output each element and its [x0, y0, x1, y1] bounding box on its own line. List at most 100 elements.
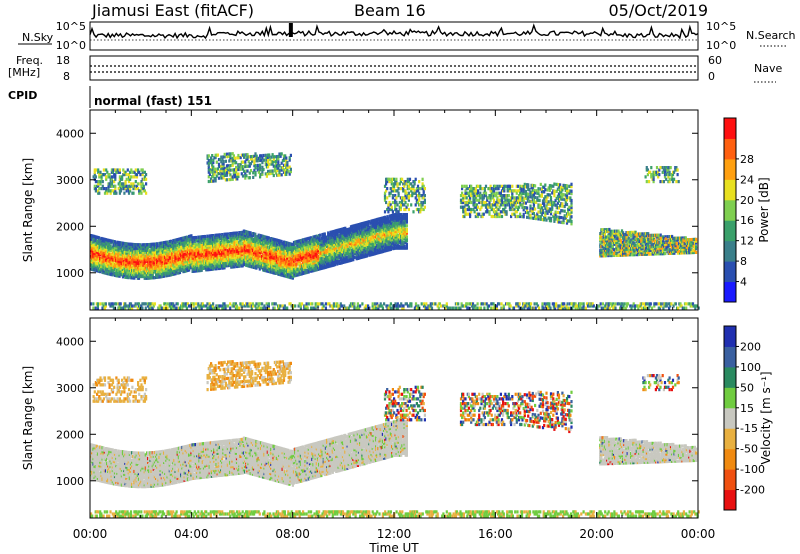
range-cell — [241, 256, 244, 260]
range-cell — [233, 242, 236, 246]
range-cell — [202, 255, 206, 259]
range-cell — [142, 248, 145, 252]
range-cell — [105, 187, 108, 191]
range-cell — [238, 242, 241, 246]
range-cell — [150, 274, 153, 278]
range-cell — [247, 238, 250, 242]
range-cell — [238, 264, 241, 268]
range-cell — [217, 263, 220, 267]
range-cell — [103, 254, 106, 258]
range-cell — [121, 243, 125, 247]
range-cell — [136, 267, 139, 271]
range-cell — [167, 260, 170, 264]
range-cell — [140, 260, 143, 264]
range-cell — [405, 235, 408, 239]
range-cell — [161, 252, 164, 256]
range-cell — [181, 246, 184, 250]
range-cell — [253, 247, 256, 251]
range-cell — [111, 271, 114, 275]
range-cell — [96, 250, 99, 254]
range-cell — [210, 258, 213, 262]
range-cell — [167, 271, 170, 275]
range-cell — [238, 231, 241, 235]
range-cell — [108, 173, 111, 177]
range-cell — [93, 251, 96, 255]
range-cell — [182, 244, 185, 248]
range-cell — [217, 235, 220, 239]
range-cell — [238, 262, 241, 266]
range-cell — [136, 252, 139, 256]
range-cell — [182, 247, 185, 251]
range-cell — [160, 262, 163, 266]
range-cell — [194, 237, 198, 241]
range-cell — [238, 236, 241, 240]
range-cell — [108, 266, 111, 270]
range-cell — [239, 238, 242, 242]
range-cell — [113, 262, 117, 266]
range-cell — [227, 263, 231, 268]
range-cell — [132, 254, 135, 258]
range-cell — [111, 269, 114, 273]
range-cell — [254, 245, 257, 249]
range-cell — [144, 263, 147, 267]
range-cell — [213, 243, 216, 247]
range-cell — [103, 245, 106, 249]
range-cell — [132, 257, 135, 261]
range-cell — [174, 242, 177, 246]
range-cell — [157, 247, 160, 251]
range-cell — [139, 265, 142, 269]
range-cell — [150, 265, 153, 269]
range-cell — [266, 238, 269, 242]
range-cell — [121, 271, 125, 275]
range-cell — [196, 246, 199, 251]
range-cell — [246, 252, 249, 256]
range-cell — [108, 255, 111, 259]
range-cell — [227, 254, 231, 258]
range-cell — [217, 250, 220, 254]
range-cell — [161, 246, 164, 251]
range-cell — [262, 264, 265, 268]
range-cell — [91, 236, 94, 240]
range-cell — [104, 245, 107, 249]
range-cell — [238, 251, 241, 255]
range-cell — [157, 253, 160, 257]
range-cell — [131, 257, 134, 261]
range-cell — [161, 261, 164, 265]
range-cell — [181, 261, 184, 265]
range-cell — [104, 239, 107, 244]
range-cell — [133, 259, 136, 263]
range-cell — [222, 258, 225, 263]
range-cell — [206, 245, 209, 249]
range-cell — [215, 261, 218, 265]
range-cell — [239, 231, 242, 235]
range-cell — [176, 239, 179, 244]
range-cell — [110, 246, 113, 251]
range-cell — [222, 234, 225, 238]
range-cell — [264, 239, 267, 243]
range-cell — [131, 246, 134, 250]
range-cell — [270, 237, 273, 241]
range-cell — [144, 269, 147, 273]
range-cell — [190, 260, 193, 264]
range-cell — [217, 266, 220, 271]
range-cell — [232, 235, 235, 239]
range-cell — [246, 260, 249, 264]
range-cell — [323, 232, 326, 236]
range-cell — [153, 246, 156, 250]
range-cell — [258, 252, 261, 256]
range-cell — [216, 259, 219, 263]
range-cell — [190, 249, 193, 253]
range-cell — [152, 266, 155, 270]
range-cell — [161, 259, 164, 264]
range-cell — [197, 244, 200, 249]
range-cell — [225, 262, 228, 266]
range-cell — [160, 256, 163, 260]
range-cell — [167, 247, 170, 251]
range-cell — [199, 246, 202, 250]
range-cell — [173, 272, 176, 276]
range-cell — [256, 263, 259, 267]
range-cell — [201, 253, 204, 257]
range-cell — [141, 260, 144, 264]
range-cell — [111, 262, 114, 266]
range-cell — [125, 262, 128, 266]
